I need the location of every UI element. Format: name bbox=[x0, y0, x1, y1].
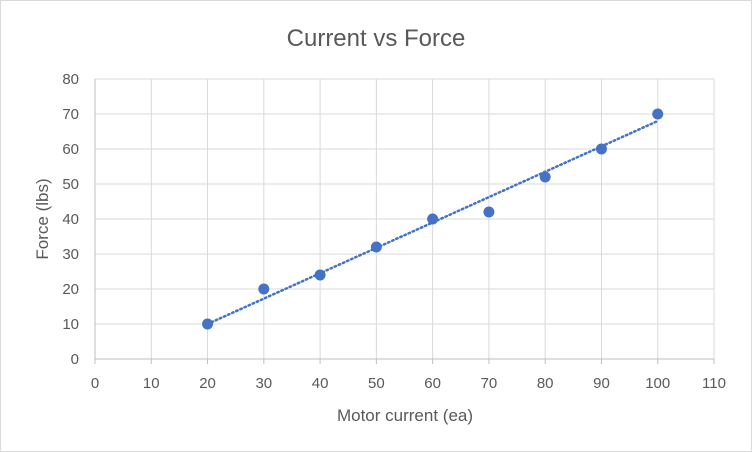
x-tick-label: 70 bbox=[481, 375, 498, 392]
data-point bbox=[202, 318, 214, 330]
data-point bbox=[595, 143, 607, 155]
data-point bbox=[370, 241, 382, 253]
x-tick-label: 0 bbox=[91, 375, 99, 392]
axes bbox=[94, 79, 715, 364]
data-point bbox=[427, 213, 439, 225]
data-points bbox=[202, 108, 664, 330]
x-axis-title: Motor current (ea) bbox=[337, 406, 473, 425]
x-tick-label: 90 bbox=[593, 375, 610, 392]
x-tick-label: 80 bbox=[537, 375, 554, 392]
gridlines bbox=[95, 78, 715, 359]
y-tick-label: 50 bbox=[62, 176, 79, 193]
data-point bbox=[652, 108, 664, 120]
x-tick-label: 50 bbox=[368, 375, 385, 392]
y-tick-label: 80 bbox=[62, 71, 79, 88]
y-tick-label: 30 bbox=[62, 246, 79, 263]
y-tick-label: 70 bbox=[62, 106, 79, 123]
tick-labels: 0 10 20 30 40 50 60 70 80 90 100 110 0 10 20 30 40 50 60 70… bbox=[62, 71, 726, 392]
y-tick-label: 10 bbox=[62, 316, 79, 333]
x-tick-label: 100 bbox=[645, 375, 670, 392]
x-tick-label: 20 bbox=[199, 375, 216, 392]
data-point bbox=[483, 206, 495, 218]
data-point bbox=[258, 283, 270, 295]
data-point bbox=[539, 171, 551, 183]
x-tick-label: 30 bbox=[255, 375, 272, 392]
y-axis-title: Force (lbs) bbox=[33, 178, 52, 259]
x-tick-label: 40 bbox=[312, 375, 329, 392]
x-tick-label: 110 bbox=[702, 375, 726, 392]
y-tick-label: 0 bbox=[71, 351, 79, 368]
data-point bbox=[314, 269, 326, 281]
y-tick-label: 40 bbox=[62, 211, 79, 228]
x-tick-label: 60 bbox=[424, 375, 441, 392]
chart-title: Current vs Force bbox=[287, 25, 466, 52]
y-tick-label: 20 bbox=[62, 281, 79, 298]
y-tick-label: 60 bbox=[62, 141, 79, 158]
x-tick-label: 10 bbox=[143, 375, 160, 392]
